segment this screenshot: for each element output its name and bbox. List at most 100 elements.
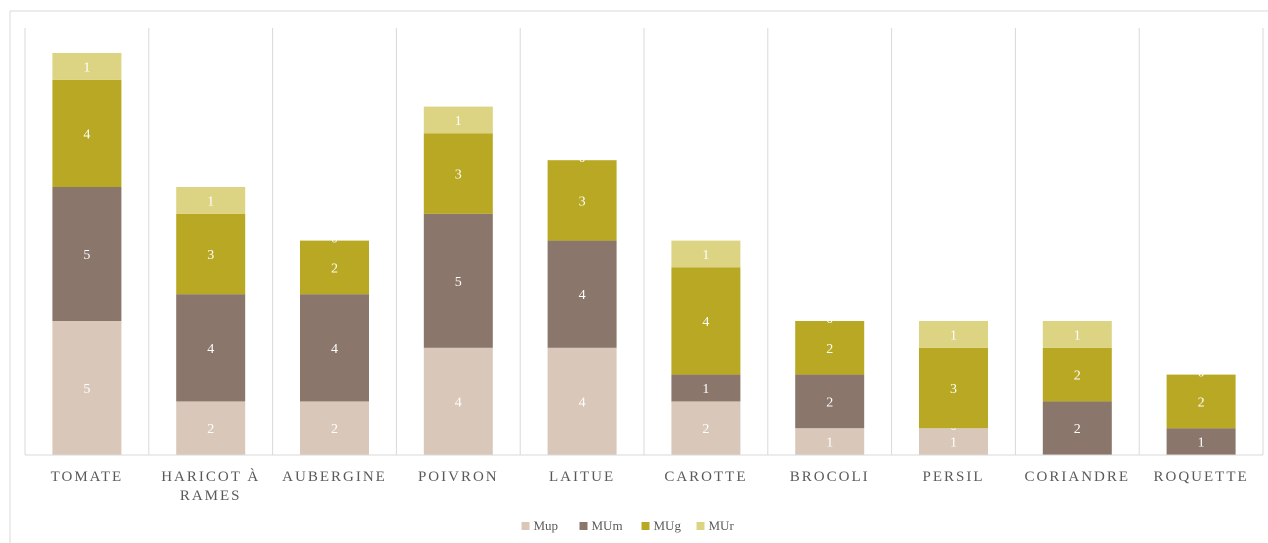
data-label: 4 bbox=[83, 127, 90, 142]
data-label: 2 bbox=[1198, 395, 1205, 410]
legend-swatch bbox=[696, 522, 705, 530]
x-tick-label: AUBERGINE bbox=[282, 469, 387, 485]
bar-stack: 0221 bbox=[1042, 321, 1112, 461]
bar-segment-mug bbox=[547, 160, 617, 241]
data-label: 5 bbox=[83, 248, 90, 263]
legend-item-mug: MUg bbox=[641, 518, 682, 533]
x-tick-label-line: AUBERGINE bbox=[282, 469, 387, 485]
bars-group: 5541243124204531443021411220103102210120 bbox=[52, 53, 1236, 461]
data-label: 2 bbox=[826, 342, 833, 357]
bar-segment-mur bbox=[919, 321, 988, 348]
x-tick-label-line: POIVRON bbox=[418, 469, 499, 485]
legend-swatch bbox=[641, 522, 650, 530]
x-tick-label-line: PERSIL bbox=[922, 469, 984, 485]
legend-swatch bbox=[579, 522, 588, 530]
x-tick-label: PERSIL bbox=[922, 469, 984, 485]
x-tick-label-line: ROQUETTE bbox=[1154, 469, 1249, 485]
bar-segment-mur bbox=[52, 53, 122, 80]
x-tick-label-line: RAMES bbox=[180, 488, 242, 504]
bar-segment-mup bbox=[423, 347, 493, 455]
bar-segment-mur bbox=[176, 187, 246, 214]
data-label: 2 bbox=[1074, 369, 1081, 384]
bar-segment-mug bbox=[795, 321, 865, 375]
bar-segment-mug bbox=[52, 79, 122, 187]
x-tick-label: POIVRON bbox=[418, 469, 499, 485]
bar-segment-mup bbox=[547, 347, 617, 455]
bar-segment-mum bbox=[671, 374, 741, 402]
x-axis: TOMATE HARICOT À RAMES AUBERGINE POIVRON LAIT… bbox=[25, 454, 1263, 504]
bar-segment-mur bbox=[671, 240, 741, 268]
bar-segment-mug bbox=[671, 267, 741, 375]
legend-label: MUg bbox=[654, 518, 682, 533]
data-label: 1 bbox=[702, 248, 709, 263]
x-tick-label-line: TOMATE bbox=[51, 469, 124, 485]
data-label: 4 bbox=[207, 342, 214, 357]
data-label: 1 bbox=[950, 328, 957, 343]
bar-segment-mug bbox=[300, 240, 369, 295]
bar-segment-mup bbox=[919, 428, 988, 455]
x-tick-label: BROCOLI bbox=[790, 469, 870, 485]
bar-segment-mum bbox=[795, 374, 865, 429]
x-tick-label-line: BROCOLI bbox=[790, 469, 870, 485]
data-label: 2 bbox=[1074, 422, 1081, 437]
data-label: 5 bbox=[83, 382, 90, 397]
x-tick-label-line: LAITUE bbox=[549, 469, 615, 485]
data-label: 2 bbox=[826, 395, 833, 410]
data-label: 2 bbox=[207, 422, 214, 437]
bar-stack: 0120 bbox=[1166, 366, 1236, 461]
bar-segment-mum bbox=[1166, 428, 1236, 455]
data-label: 0 bbox=[331, 232, 338, 247]
bar-segment-mur bbox=[1042, 321, 1112, 348]
data-label: 5 bbox=[455, 275, 462, 290]
data-label: 1 bbox=[826, 436, 833, 451]
data-label: 2 bbox=[331, 422, 338, 437]
bar-segment-mug bbox=[1042, 347, 1112, 402]
bar-stack: 2 4 2 0 bbox=[300, 232, 369, 455]
bar-segment-mum bbox=[547, 240, 617, 348]
x-tick-label: HARICOT À RAMES bbox=[161, 468, 260, 504]
data-label: 1 bbox=[83, 60, 90, 75]
bar-segment-mup bbox=[795, 428, 865, 455]
legend-item-mup: Mup bbox=[521, 518, 558, 533]
bar-stack: 1031 bbox=[919, 321, 988, 455]
bar-stack: 1 2 2 0 bbox=[795, 312, 865, 455]
bar-segment-mum bbox=[176, 294, 246, 402]
bar-stack: 2 4 3 1 bbox=[176, 187, 246, 455]
bar-segment-mup bbox=[300, 401, 369, 455]
data-label: 1 bbox=[1198, 436, 1205, 451]
x-tick-label: TOMATE bbox=[51, 469, 124, 485]
data-label: 0 bbox=[826, 312, 833, 327]
bar-segment-mup bbox=[52, 321, 122, 455]
legend-swatch bbox=[521, 522, 530, 530]
data-label: 0 bbox=[1198, 366, 1205, 381]
data-label: 3 bbox=[455, 168, 462, 183]
data-label: 1 bbox=[207, 194, 214, 209]
data-label: 3 bbox=[207, 248, 214, 263]
x-tick-label: ROQUETTE bbox=[1154, 469, 1249, 485]
x-tick-label: LAITUE bbox=[549, 469, 615, 485]
x-tick-label-line: HARICOT À bbox=[161, 468, 260, 485]
data-label: 1 bbox=[950, 436, 957, 451]
data-label: 0 bbox=[579, 151, 586, 166]
bar-segment-mum bbox=[1042, 401, 1112, 455]
data-label: 3 bbox=[950, 382, 957, 397]
bar-segment-mug bbox=[176, 213, 246, 295]
chart-frame bbox=[9, 10, 1268, 543]
category-separators bbox=[24, 28, 1264, 455]
x-tick-label: CAROTTE bbox=[664, 469, 747, 485]
legend-item-mur: MUr bbox=[696, 518, 734, 533]
data-label: 3 bbox=[579, 194, 586, 209]
data-label: 2 bbox=[331, 261, 338, 276]
x-tick-label-line: CAROTTE bbox=[664, 469, 747, 485]
data-label: 1 bbox=[455, 114, 462, 129]
bar-segment-mug bbox=[919, 347, 988, 429]
legend: Mup MUm MUg MUr bbox=[521, 518, 734, 533]
x-tick-label: CORIANDRE bbox=[1025, 469, 1131, 485]
data-label: 2 bbox=[702, 422, 709, 437]
data-label: 4 bbox=[579, 395, 586, 410]
bar-stack: 4 5 3 1 bbox=[423, 106, 493, 455]
bar-stack: 5 5 4 1 bbox=[52, 53, 122, 455]
data-label: 4 bbox=[702, 315, 709, 330]
